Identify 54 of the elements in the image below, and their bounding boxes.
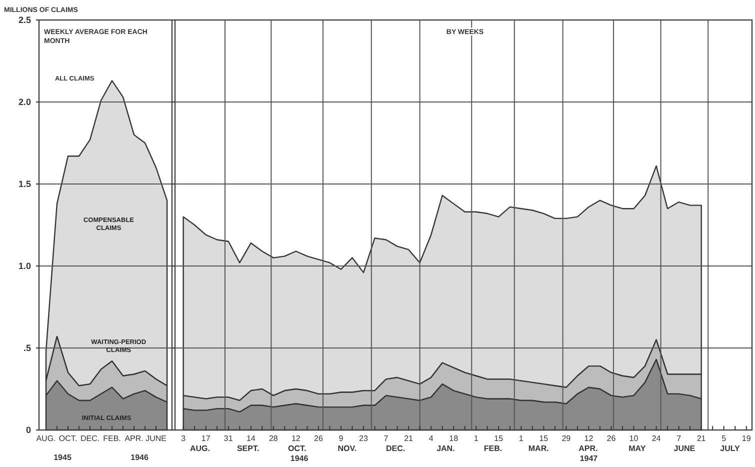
y-tick-label: 1.0 [18, 261, 31, 271]
x-tick-label: AUG. [36, 434, 56, 443]
x-tick-label: 12 [584, 434, 594, 443]
x-tick-label: 9 [338, 434, 344, 443]
x-tick-label: 21 [696, 434, 706, 443]
text: MAR. [528, 444, 549, 453]
x-tick-label: 18 [449, 434, 459, 443]
x-tick-label: OCT. [58, 434, 78, 443]
x-tick-label: 1 [474, 434, 479, 443]
x-tick-label: 26 [314, 434, 324, 443]
text: APR. [578, 444, 598, 453]
x-tick-label: 21 [404, 434, 414, 443]
text: 1946 [130, 453, 149, 462]
x-tick-label: 1 [518, 434, 524, 443]
x-tick-label: 5 [722, 434, 727, 443]
text: SEPT. [236, 444, 260, 453]
x-tick-label: 19 [742, 434, 752, 443]
text: DEC. [386, 444, 406, 453]
x-tick-label: 24 [652, 434, 662, 443]
y-tick-label: 2.5 [18, 15, 31, 25]
y-tick-label: .5 [23, 343, 31, 353]
y-tick-label: 0 [26, 425, 31, 435]
text: JUNE [674, 444, 696, 453]
y-tick-label: 2.0 [18, 97, 31, 107]
x-tick-label: 4 [428, 434, 434, 443]
x-tick-label: 10 [629, 434, 639, 443]
x-tick-label: 31 [224, 434, 234, 443]
x-tick-label: 15 [539, 434, 549, 443]
x-tick-label: APR. [124, 434, 144, 443]
x-tick-label: 29 [562, 434, 572, 443]
x-tick-label: FEB. [103, 434, 121, 443]
text: NOV. [338, 444, 357, 453]
x-tick-label: 26 [606, 434, 616, 443]
text: FEB. [484, 444, 502, 453]
x-tick-label: 7 [384, 434, 389, 443]
text: 1945 [54, 453, 72, 462]
text: JAN. [436, 444, 455, 453]
x-tick-label: 3 [181, 434, 186, 443]
text: 1946 [290, 454, 309, 463]
x-tick-label: 15 [494, 434, 504, 443]
text: JULY [720, 444, 741, 453]
x-tick-label: JUNE [146, 434, 166, 443]
x-tick-label: 7 [676, 434, 682, 443]
x-tick-label: 23 [359, 434, 368, 443]
text: 1947 [580, 454, 598, 463]
y-tick-label: 1.5 [18, 179, 31, 189]
x-tick-label: 17 [201, 434, 211, 443]
x-tick-label: 14 [246, 434, 256, 443]
x-tick-label: 28 [268, 434, 278, 443]
x-tick-label: 12 [291, 434, 301, 443]
text: AUG. [190, 444, 210, 453]
x-tick-label: DEC. [80, 434, 100, 443]
text: MAY [628, 444, 646, 453]
text: OCT. [288, 444, 306, 453]
